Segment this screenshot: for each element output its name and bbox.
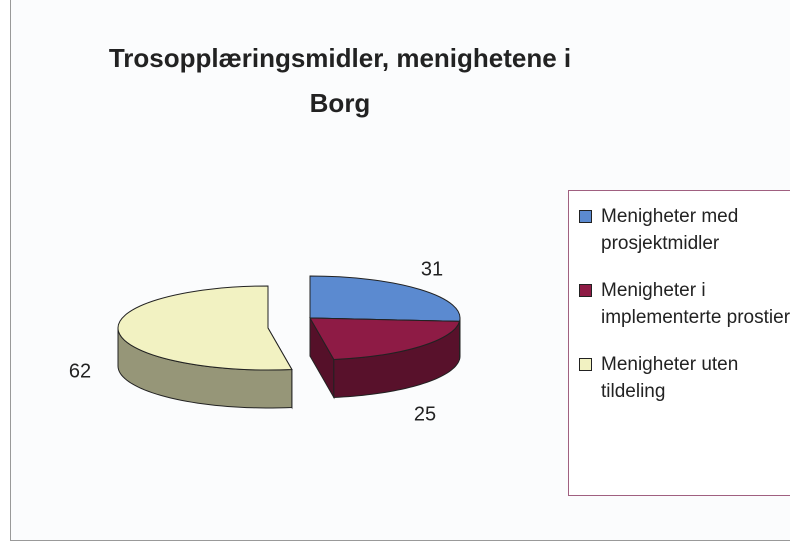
slice-top (309, 275, 461, 322)
legend-label: Menigheter uten tildeling (601, 354, 739, 402)
slice-top (117, 285, 293, 371)
data-label: 25 (414, 403, 436, 425)
legend-label: Menigheter i implementerte prostier (601, 280, 790, 328)
slice-top (309, 317, 461, 360)
pie-slice (117, 285, 293, 410)
legend-entry: Menigheter uten tildeling (579, 351, 790, 405)
pie-slice (309, 316, 461, 400)
chart-title: Trosopplæringsmidler, menighetene i Borg (108, 43, 572, 118)
legend-swatch (579, 284, 592, 297)
data-label: 31 (421, 258, 443, 280)
legend-swatch (579, 210, 592, 223)
legend-swatch (579, 358, 592, 371)
legend-label: Menigheter med prosjektmidler (601, 206, 739, 254)
legend: Menigheter med prosjektmidler Menigheter … (568, 190, 790, 496)
data-label: 62 (69, 360, 91, 382)
legend-entry: Menigheter med prosjektmidler (579, 203, 790, 257)
legend-entry: Menigheter i implementerte prostier (579, 277, 790, 331)
